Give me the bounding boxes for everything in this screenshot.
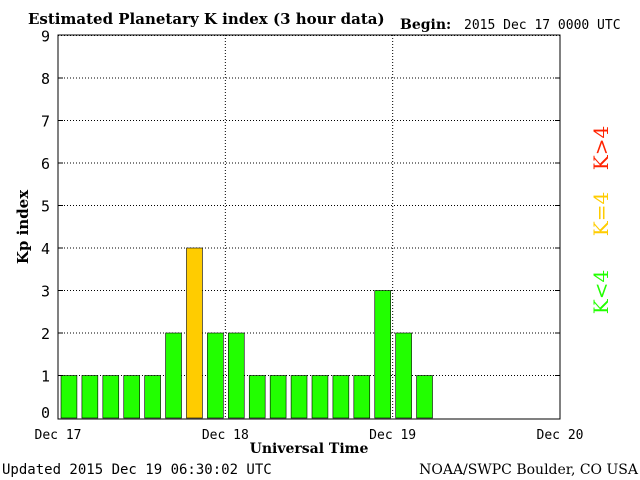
begin-label: Begin: bbox=[400, 17, 451, 33]
kp-bar bbox=[102, 375, 120, 419]
kp-bar bbox=[290, 375, 308, 419]
kp-bar bbox=[144, 375, 161, 419]
x-tick-label: Dec 18 bbox=[202, 428, 249, 443]
y-tick-label: 6 bbox=[41, 155, 50, 173]
source-credit: NOAA/SWPC Boulder, CO USA bbox=[419, 462, 639, 478]
kp-bar bbox=[353, 375, 371, 419]
y-tick-label: 4 bbox=[41, 240, 50, 258]
chart-title: Estimated Planetary K index (3 hour data… bbox=[28, 10, 385, 28]
x-tick-label: Dec 20 bbox=[537, 428, 584, 443]
kp-bar bbox=[395, 332, 412, 419]
y-tick-label: 7 bbox=[41, 113, 50, 131]
grid-lines bbox=[58, 35, 560, 419]
x-tick-labels: Dec 17 Dec 18 Dec 19 Dec 20 bbox=[35, 428, 584, 443]
legend-k-above-4: K>4 bbox=[589, 126, 613, 170]
kp-bar bbox=[248, 375, 266, 419]
y-tick-label: 8 bbox=[41, 70, 50, 88]
updated-timestamp: Updated 2015 Dec 19 06:30:02 UTC bbox=[2, 462, 272, 478]
kp-bar bbox=[374, 290, 391, 419]
legend-k-below-4: K<4 bbox=[589, 270, 613, 314]
plot-area bbox=[57, 34, 561, 420]
y-tick-labels: 0 1 2 3 4 5 6 7 8 9 bbox=[41, 28, 560, 422]
y-tick-label: 5 bbox=[41, 198, 50, 216]
x-tick-label: Dec 19 bbox=[369, 428, 416, 443]
begin-value: 2015 Dec 17 0000 UTC bbox=[464, 18, 621, 33]
y-tick-label: 9 bbox=[41, 28, 50, 46]
x-tick-label: Dec 17 bbox=[35, 428, 82, 443]
y-tick-label: 3 bbox=[41, 283, 50, 301]
y-tick-label: 0 bbox=[41, 404, 50, 422]
kp-bar bbox=[60, 375, 78, 419]
kp-bar bbox=[81, 375, 99, 419]
y-tick-label: 2 bbox=[41, 325, 50, 343]
kp-bar bbox=[186, 247, 203, 419]
kp-bar bbox=[123, 375, 140, 419]
legend-k-equal-4: K=4 bbox=[589, 192, 613, 236]
kp-bar bbox=[332, 375, 350, 419]
bars bbox=[60, 247, 433, 419]
kp-bar bbox=[228, 332, 245, 419]
y-axis-label: Kp index bbox=[14, 189, 32, 264]
kp-bar bbox=[207, 332, 224, 419]
kp-bar bbox=[311, 375, 329, 419]
kp-bar bbox=[269, 375, 287, 419]
x-axis-label: Universal Time bbox=[250, 441, 369, 457]
kp-bar bbox=[165, 332, 182, 419]
y-tick-label: 1 bbox=[41, 368, 50, 386]
kp-bar bbox=[416, 375, 433, 419]
